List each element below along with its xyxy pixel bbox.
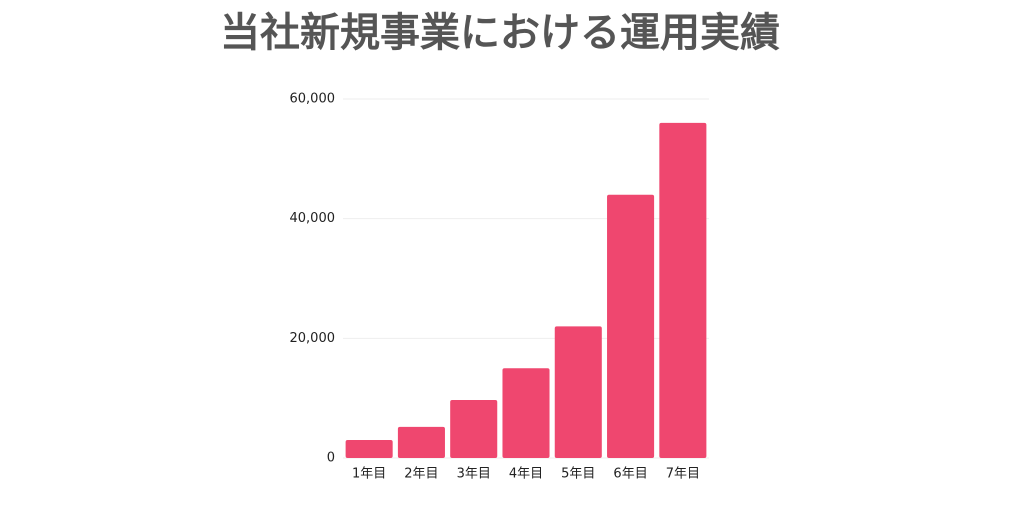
bar (554, 326, 602, 458)
y-tick-label: 0 (327, 451, 335, 466)
bar (607, 194, 655, 458)
chart-title: 当社新規事業における運用実績 (220, 10, 780, 56)
bar (659, 122, 707, 458)
x-tick-label: 2年目 (404, 467, 438, 482)
x-tick-label: 4年目 (509, 467, 543, 482)
y-tick-label: 60,000 (290, 92, 336, 107)
x-tick-label: 6年目 (613, 467, 647, 482)
bar (397, 426, 445, 458)
y-tick-label: 20,000 (290, 331, 336, 346)
x-tick-label: 1年目 (352, 467, 386, 482)
x-tick-label: 5年目 (561, 467, 595, 482)
bar (345, 440, 393, 458)
bar (502, 368, 550, 458)
bar (450, 399, 498, 458)
y-tick-label: 40,000 (290, 211, 336, 226)
x-tick-label: 7年目 (666, 467, 700, 482)
x-tick-label: 3年目 (457, 467, 491, 482)
